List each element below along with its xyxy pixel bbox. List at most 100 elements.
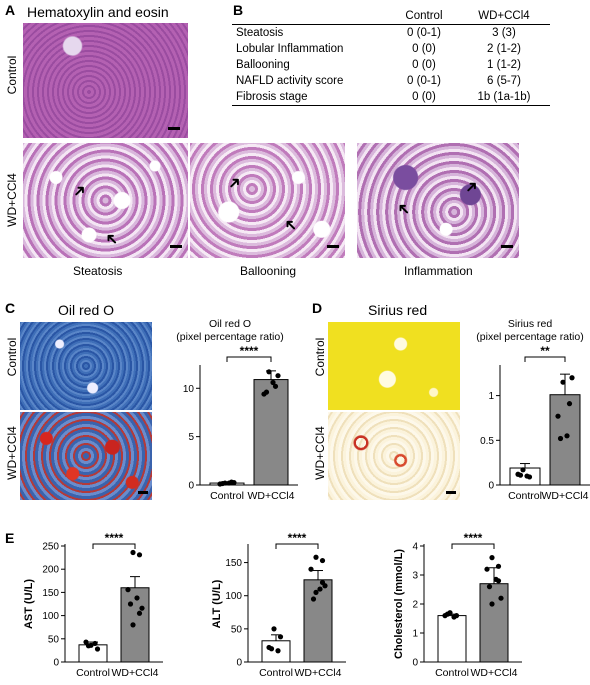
panel-c-title: Oil red O xyxy=(58,302,115,318)
panel-d-row-control: Control xyxy=(313,337,327,377)
chart-title: (pixel percentage ratio) xyxy=(476,331,583,343)
table-cell: 1b (1a-1b) xyxy=(477,91,531,103)
table-header-cell: WD+CCl4 xyxy=(478,10,530,22)
data-point xyxy=(495,563,502,569)
y-tick-label: 0.5 xyxy=(480,436,494,447)
y-tick-label: 10 xyxy=(183,384,195,395)
panel-c-row-control: Control xyxy=(5,337,19,377)
inflammation-arrow-icon-2: ➜ xyxy=(393,197,415,220)
x-tick-label: WD+CCl4 xyxy=(295,667,342,679)
data-point xyxy=(319,579,326,586)
oilredo-wd-image xyxy=(20,412,152,500)
data-point xyxy=(271,626,277,632)
data-point xyxy=(557,435,564,442)
table-header-cell xyxy=(232,8,390,25)
significance-label: **** xyxy=(288,532,307,545)
data-point xyxy=(136,610,143,616)
oilredo-scalebar xyxy=(138,491,148,494)
ballooning-scalebar xyxy=(327,245,339,248)
data-point xyxy=(313,554,319,560)
siriusred-bar-chart: Sirius red(pixel percentage ratio) 0 0.5 1 C… xyxy=(476,318,590,502)
y-tick-label: 0 xyxy=(53,658,59,669)
y-tick-label: 1 xyxy=(412,629,418,640)
data-point xyxy=(489,555,495,561)
data-point xyxy=(136,552,143,558)
panel-d-letter: D xyxy=(312,300,323,316)
data-point xyxy=(524,473,530,479)
table-header-row: Control WD+CCl4 xyxy=(232,8,550,25)
steatosis-arrow-icon-2: ➜ xyxy=(101,227,123,250)
y-tick-label: 0 xyxy=(412,658,418,669)
data-point xyxy=(127,601,134,607)
he-ballooning-image: ➜ ➜ xyxy=(190,143,345,258)
table-row: Fibrosis stage 0 (0) 1b (1a-1b) xyxy=(232,89,550,106)
x-tick-label: Control xyxy=(508,490,542,502)
y-tick-label: 200 xyxy=(42,565,59,576)
y-tick-label: 3 xyxy=(412,571,418,582)
y-tick-label: 50 xyxy=(48,634,60,645)
x-tick-label: Control xyxy=(435,667,469,679)
significance-bracket xyxy=(226,356,272,362)
data-point xyxy=(486,584,493,590)
data-point xyxy=(451,614,457,620)
table-cell: 0 (0) xyxy=(412,59,436,71)
data-point xyxy=(310,596,317,602)
chart-title: Sirius red xyxy=(508,318,553,330)
y-axis-label: Cholesterol (mmol/L) xyxy=(393,549,405,659)
y-tick-label: 100 xyxy=(225,591,242,602)
alt-bar-chart: ALT (U/L) 0 50 100 150 Control WD+CCl4 **** xyxy=(211,532,346,679)
data-point xyxy=(275,648,281,654)
y-axis-label: AST (U/L) xyxy=(23,579,35,629)
histology-table-wrapper: Control WD+CCl4 Steatosis 0 (0-1) 3 (3) … xyxy=(232,8,550,106)
caption-steatosis: Steatosis xyxy=(73,264,123,278)
data-point xyxy=(92,640,98,647)
significance-bracket xyxy=(451,543,495,549)
y-tick-label: 1 xyxy=(488,391,494,402)
panel-a-letter: A xyxy=(5,2,16,18)
data-point xyxy=(139,605,145,611)
data-point xyxy=(83,639,89,645)
ballooning-arrow-icon: ➜ xyxy=(224,172,246,195)
data-point xyxy=(444,611,451,617)
x-tick-label: WD+CCl4 xyxy=(248,490,295,502)
table-cell: 6 (5-7) xyxy=(487,75,521,87)
chart-title: (pixel percentage ratio) xyxy=(176,331,283,343)
y-axis-label: ALT (U/L) xyxy=(211,579,223,628)
siriusred-wd-image xyxy=(328,412,460,500)
table-row: Steatosis 0 (0-1) 3 (3) xyxy=(232,25,550,42)
table-cell: 0 (0) xyxy=(412,43,436,55)
panel-a-row-wd: WD+CCl4 xyxy=(5,173,19,227)
data-point xyxy=(555,413,561,419)
panel-c-letter: C xyxy=(5,300,16,316)
data-point xyxy=(130,549,136,556)
caption-ballooning: Ballooning xyxy=(240,264,297,278)
table-row: Ballooning 0 (0) 1 (1-2) xyxy=(232,57,550,73)
he-control-scalebar xyxy=(168,127,180,130)
bar xyxy=(549,394,581,486)
table-cell: 2 (1-2) xyxy=(487,43,521,55)
cholesterol-bar-chart: Cholesterol (mmol/L) 0 1 2 3 4 Control WD+CCl4 *… xyxy=(393,532,522,679)
table-cell: Fibrosis stage xyxy=(236,91,308,103)
table-cell: NAFLD activity score xyxy=(236,75,344,87)
data-point xyxy=(484,566,490,572)
data-point xyxy=(266,369,272,375)
data-point xyxy=(275,373,281,379)
data-point xyxy=(495,578,502,584)
he-steatosis-image: ➜ ➜ xyxy=(23,143,188,258)
data-point xyxy=(85,643,92,649)
y-tick-label: 5 xyxy=(188,432,194,443)
data-point xyxy=(569,375,575,381)
data-point xyxy=(134,595,140,601)
table-cell: Lobular Inflammation xyxy=(236,43,344,55)
bar xyxy=(437,615,467,663)
bar xyxy=(253,379,289,486)
data-point xyxy=(130,622,136,628)
data-point xyxy=(520,467,526,473)
x-tick-label: Control xyxy=(259,667,293,679)
data-point xyxy=(317,586,323,592)
data-point xyxy=(313,589,319,595)
x-tick-label: Control xyxy=(210,490,244,502)
histology-table: Control WD+CCl4 Steatosis 0 (0-1) 3 (3) … xyxy=(232,8,550,106)
significance-label: ** xyxy=(540,344,550,358)
ast-bar-chart: AST (U/L) 0 50 100 150 200 250 Control WD+CCl4 **… xyxy=(23,532,163,679)
